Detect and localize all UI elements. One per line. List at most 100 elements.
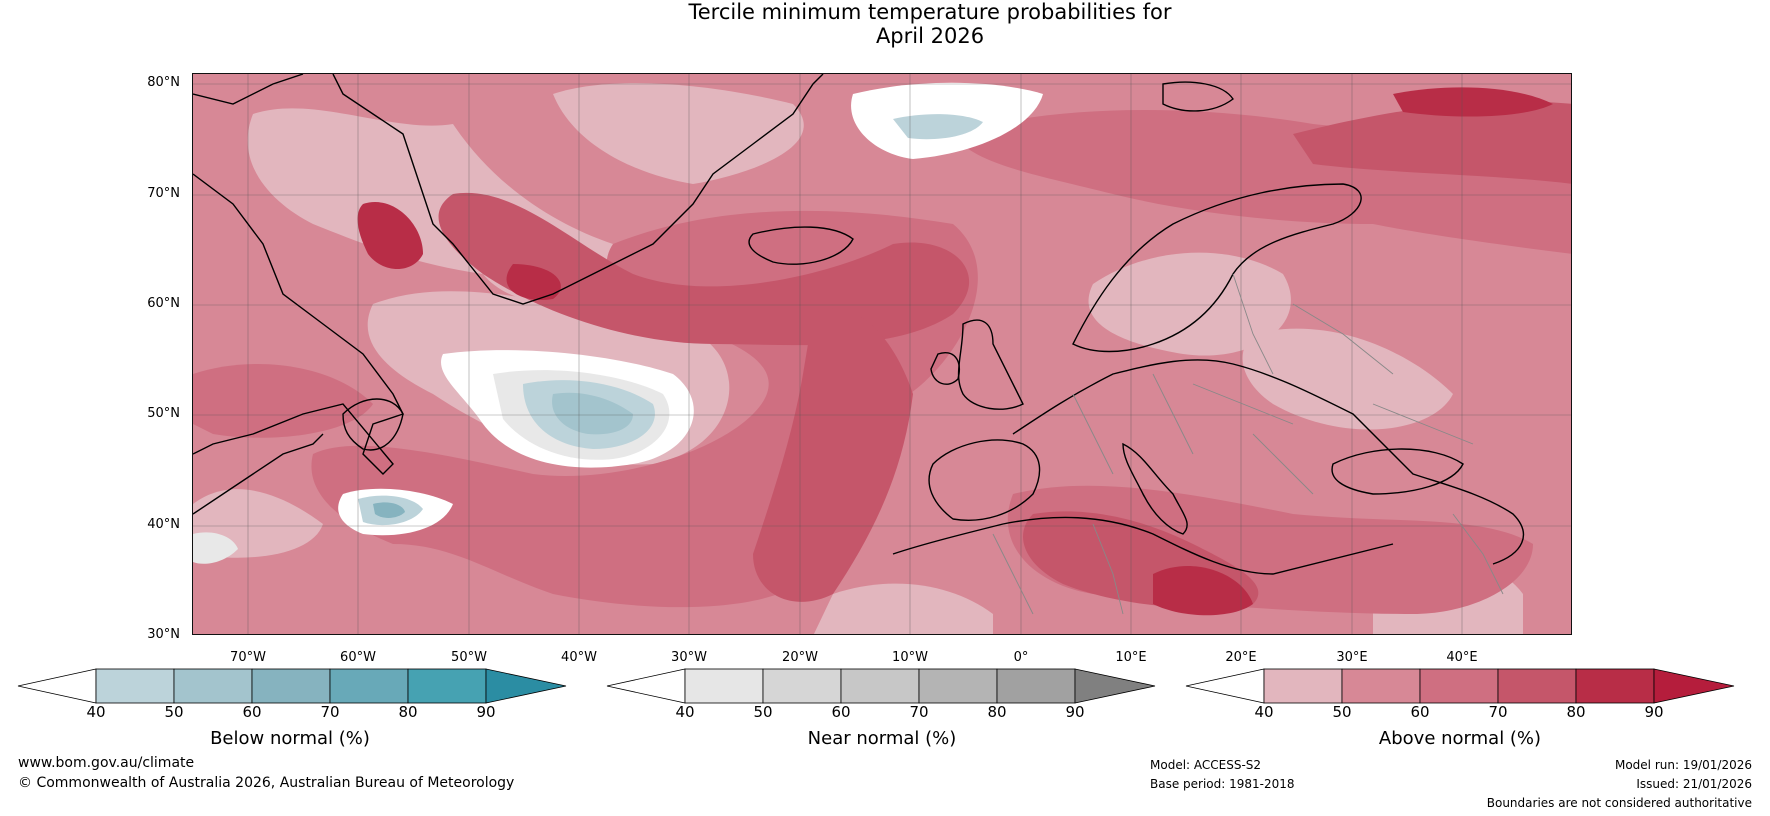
coast-newfoundland <box>342 398 404 451</box>
region-above-70-mid-atlantic <box>753 308 913 602</box>
region-above-70-denmark-strait <box>438 192 970 346</box>
chart-title: Tercile minimum temperature probabilitie… <box>0 0 1770 48</box>
below-seg-2 <box>173 668 253 704</box>
region-above-40-north <box>553 83 804 184</box>
region-above-80-irminger <box>506 264 561 300</box>
probability-map <box>192 73 1572 635</box>
below-seg-6 <box>485 668 567 704</box>
colorbar-below-svg <box>17 668 567 704</box>
lon-label-50w: 50°W <box>451 650 487 665</box>
coast-black-sea <box>1331 448 1464 495</box>
region-above-80-arctic <box>1393 87 1553 117</box>
lon-label-30e: 30°E <box>1336 650 1368 665</box>
below-tick-80: 80 <box>398 703 418 721</box>
coast-baffin <box>193 74 304 105</box>
lat-label-70n: 70°N <box>147 186 180 201</box>
region-white-canada <box>193 532 238 564</box>
region-above-70-arctic-east <box>1293 101 1571 184</box>
coast-italy <box>1122 442 1188 535</box>
below-seg-1 <box>95 668 175 704</box>
region-below-40-arctic <box>893 114 983 140</box>
coast-ireland <box>930 352 960 385</box>
coast-us-east <box>193 433 324 515</box>
base-period-text: Base period: 1981-2018 <box>1150 777 1295 791</box>
colorbar-below-normal <box>17 668 568 704</box>
lat-label-40n: 40°N <box>147 517 180 532</box>
above-seg-5 <box>1575 668 1655 704</box>
region-below-50-atlantic <box>552 392 633 435</box>
lat-label-30n: 30°N <box>147 627 180 642</box>
region-above-60-labrador <box>193 364 373 438</box>
coast-greenland <box>332 74 824 305</box>
above-tick-90: 90 <box>1644 703 1664 721</box>
model-text: Model: ACCESS-S2 <box>1150 758 1262 772</box>
lon-label-30w: 30°W <box>671 650 707 665</box>
above-tick-80: 80 <box>1566 703 1586 721</box>
colorbar-near-normal <box>606 668 1157 704</box>
above-seg-6 <box>1653 668 1735 704</box>
lat-label-80n: 80°N <box>147 75 180 90</box>
above-seg-2 <box>1341 668 1421 704</box>
lon-label-40w: 40°W <box>561 650 597 665</box>
lon-label-20w: 20°W <box>782 650 818 665</box>
colorbar-above-normal <box>1185 668 1736 704</box>
national-borders <box>992 273 1504 615</box>
near-seg-5 <box>996 668 1076 704</box>
below-normal-label: Below normal (%) <box>210 728 370 749</box>
colorbar-above-svg <box>1185 668 1735 704</box>
title-line-2: April 2026 <box>875 24 985 48</box>
coast-africa <box>892 516 1394 575</box>
coast-scandinavia <box>1072 183 1362 353</box>
below-seg-5 <box>407 668 487 704</box>
lon-label-10e: 10°E <box>1115 650 1147 665</box>
below-seg-3 <box>251 668 331 704</box>
near-normal-label: Near normal (%) <box>807 728 957 749</box>
lon-label-10w: 10°W <box>892 650 928 665</box>
lon-label-40e: 40°E <box>1446 650 1478 665</box>
above-tick-60: 60 <box>1410 703 1430 721</box>
near-tick-60: 60 <box>831 703 851 721</box>
above-normal-label: Above normal (%) <box>1378 728 1542 749</box>
near-tick-90: 90 <box>1065 703 1085 721</box>
below-tick-90: 90 <box>476 703 496 721</box>
near-tick-50: 50 <box>753 703 773 721</box>
below-tick-70: 70 <box>320 703 340 721</box>
title-line-1: Tercile minimum temperature probabilitie… <box>688 0 1172 24</box>
below-tick-40: 40 <box>86 703 106 721</box>
coast-canada-east <box>193 173 404 475</box>
coast-svalbard <box>1162 81 1234 112</box>
model-run-text: Model run: 19/01/2026 <box>1614 758 1752 772</box>
near-seg-2 <box>762 668 842 704</box>
below-seg-4 <box>329 668 409 704</box>
coast-iberia <box>928 439 1041 521</box>
lon-label-20e: 20°E <box>1225 650 1257 665</box>
lon-label-70w: 70°W <box>230 650 266 665</box>
lon-label-60w: 60°W <box>340 650 376 665</box>
region-above-40-scandinavia <box>1088 252 1291 356</box>
above-seg-3 <box>1419 668 1499 704</box>
near-seg-3 <box>840 668 920 704</box>
below-tick-50: 50 <box>164 703 184 721</box>
above-tick-50: 50 <box>1332 703 1352 721</box>
coast-iceland <box>748 226 854 265</box>
region-below-60-newfoundland <box>373 502 405 518</box>
near-tick-80: 80 <box>987 703 1007 721</box>
coast-europe-main <box>1012 359 1524 565</box>
website-link[interactable]: www.bom.gov.au/climate <box>18 755 195 771</box>
map-canvas <box>193 74 1571 634</box>
region-above-80-greenland-sea <box>357 202 423 269</box>
above-tick-70: 70 <box>1488 703 1508 721</box>
below-tick-60: 60 <box>242 703 262 721</box>
near-seg-1 <box>684 668 764 704</box>
copyright-text: © Commonwealth of Australia 2026, Austra… <box>18 775 515 791</box>
above-seg-1 <box>1263 668 1343 704</box>
region-above-80-east-med <box>1153 565 1253 616</box>
above-seg-0 <box>1185 668 1265 704</box>
near-tick-40: 40 <box>675 703 695 721</box>
near-seg-6 <box>1074 668 1156 704</box>
disclaimer-text: Boundaries are not considered authoritat… <box>1486 796 1752 810</box>
region-above-40-africa <box>813 583 993 634</box>
near-tick-70: 70 <box>909 703 929 721</box>
region-above-40-east-europe <box>1242 328 1453 430</box>
lon-label-0: 0° <box>1013 650 1029 665</box>
